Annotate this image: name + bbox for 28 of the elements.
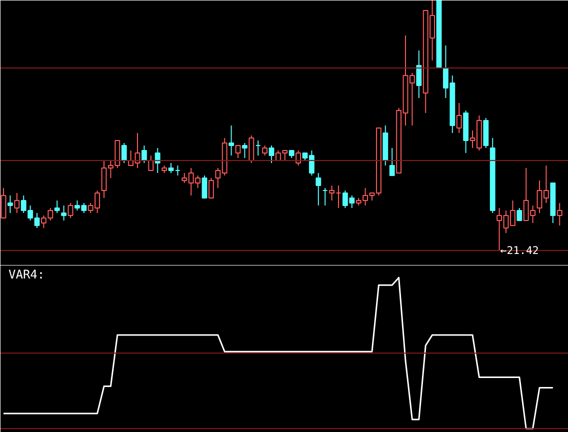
candlestick <box>7 195 13 214</box>
candlestick <box>121 142 127 164</box>
candlestick <box>61 205 67 221</box>
annotation: ←21.42 <box>500 244 539 257</box>
candlestick <box>141 145 147 164</box>
candlestick <box>148 155 154 171</box>
candlestick <box>329 185 335 201</box>
candlestick <box>242 142 248 158</box>
candlestick <box>202 175 208 198</box>
candlestick <box>68 202 74 218</box>
candlestick <box>516 208 522 221</box>
candlestick <box>416 50 422 98</box>
candlestick <box>296 150 302 166</box>
candlestick <box>208 178 214 198</box>
candlestick <box>556 202 562 226</box>
candlestick <box>168 162 174 174</box>
candlestick <box>54 200 60 214</box>
candlestick <box>248 135 254 164</box>
chart-title: VAR4: <box>8 268 45 282</box>
candlestick <box>262 145 268 156</box>
candlestick <box>154 148 160 174</box>
candlestick <box>228 125 234 156</box>
candlestick <box>316 172 322 206</box>
candlestick <box>268 145 274 164</box>
candlestick <box>456 102 462 134</box>
candlestick <box>389 148 395 176</box>
candlestick <box>14 192 20 214</box>
candlestick <box>235 145 241 158</box>
